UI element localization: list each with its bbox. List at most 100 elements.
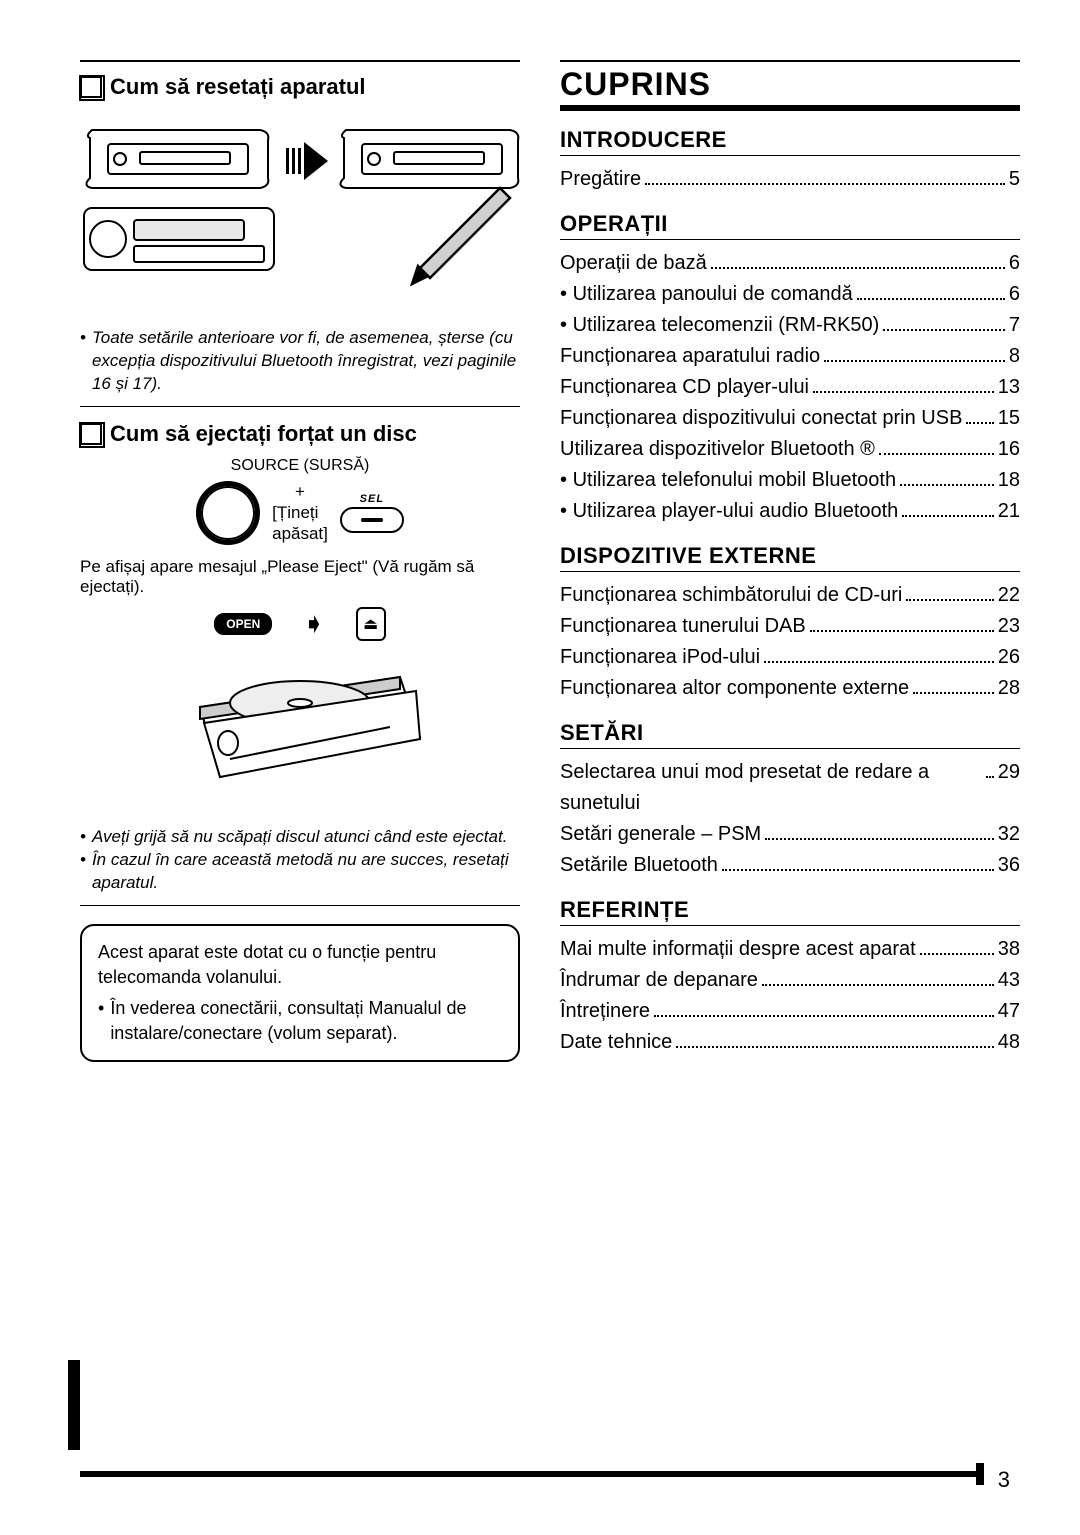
toc-entry-page: 6 <box>1009 279 1020 310</box>
toc-entry-label: Date tehnice <box>560 1027 672 1058</box>
toc-dots <box>986 776 994 778</box>
toc-entry-page: 8 <box>1009 341 1020 372</box>
toc-entry-page: 7 <box>1009 310 1020 341</box>
toc-entry: Operații de bază6 <box>560 248 1020 279</box>
toc-entry: Setările Bluetooth36 <box>560 850 1020 881</box>
book-icon <box>80 76 102 98</box>
toc-dots <box>762 984 994 986</box>
toc-entry-page: 22 <box>998 580 1020 611</box>
toc-entry-label: Îndrumar de depanare <box>560 965 758 996</box>
toc-entry: Utilizarea player-ului audio Bluetooth21 <box>560 496 1020 527</box>
toc-entry-label: Funcționarea tunerului DAB <box>560 611 806 642</box>
toc-entry: Funcționarea altor componente externe28 <box>560 673 1020 704</box>
rule-top-left <box>80 60 520 62</box>
toc-dots <box>902 515 993 517</box>
toc-dots <box>765 838 994 840</box>
toc-dots <box>654 1015 994 1017</box>
infobox-bullet: În vederea conectării, consultați Manual… <box>110 996 502 1046</box>
thumb-tab <box>68 1360 80 1450</box>
source-label: SOURCE (SURSĂ) <box>80 457 520 475</box>
infobox-lead: Acest aparat este dotat cu o funcție pen… <box>98 940 502 990</box>
toc-dots <box>879 453 994 455</box>
left-column: Cum să resetați aparatul <box>80 60 520 1062</box>
heading-eject-text: Cum să ejectați forțat un disc <box>110 421 417 447</box>
toc-entry-label: Utilizarea telefonului mobil Bluetooth <box>560 465 896 496</box>
toc-dots <box>722 869 994 871</box>
toc-body: INTRODUCEREPregătire5OPERAȚIIOperații de… <box>560 127 1020 1058</box>
rule-mid-1 <box>80 406 520 407</box>
toc-dots <box>966 422 993 424</box>
toc-entry-page: 5 <box>1009 164 1020 195</box>
toc-dots <box>764 661 994 663</box>
toc-entry-page: 32 <box>998 819 1020 850</box>
toc-entry-label: Funcționarea iPod-ului <box>560 642 760 673</box>
heading-eject: Cum să ejectați forțat un disc <box>80 421 520 447</box>
toc-entry-page: 26 <box>998 642 1020 673</box>
toc-section-heading: OPERAȚII <box>560 211 1020 240</box>
reset-note-text: Toate setările anterioare vor fi, de ase… <box>92 327 520 396</box>
eject-message: Pe afișaj apare mesajul „Please Eject" (… <box>80 557 520 597</box>
toc-entry-label: Utilizarea telecomenzii (RM-RK50) <box>560 310 879 341</box>
toc-entry: Funcționarea dispozitivului conectat pri… <box>560 403 1020 434</box>
eject-button-icon: ⏏ <box>356 607 386 641</box>
toc-entry-page: 48 <box>998 1027 1020 1058</box>
steering-wheel-infobox: Acest aparat este dotat cu o funcție pen… <box>80 924 520 1063</box>
eject-notes: Aveți grijă să nu scăpați discul atunci … <box>80 826 520 895</box>
toc-entry-label: Funcționarea dispozitivului conectat pri… <box>560 403 962 434</box>
toc-entry: Utilizarea panoului de comandă 6 <box>560 279 1020 310</box>
hold-line1: [Țineți <box>272 502 328 523</box>
sel-button-icon <box>340 507 404 533</box>
toc-section-heading: SETĂRI <box>560 720 1020 749</box>
hold-line2: apăsat] <box>272 523 328 544</box>
toc-dots <box>920 953 994 955</box>
toc-title: CUPRINS <box>560 60 1020 111</box>
toc-entry-label: Selectarea unui mod presetat de redare a… <box>560 757 982 819</box>
toc-dots <box>913 692 994 694</box>
toc-entry-label: Întreținere <box>560 996 650 1027</box>
toc-entry: Îndrumar de depanare43 <box>560 965 1020 996</box>
toc-entry: Întreținere 47 <box>560 996 1020 1027</box>
toc-entry-label: Operații de bază <box>560 248 707 279</box>
toc-entry-label: Utilizarea dispozitivelor Bluetooth ® <box>560 434 875 465</box>
rule-mid-2 <box>80 905 520 906</box>
dial-icon <box>196 481 260 545</box>
toc-entry-page: 47 <box>998 996 1020 1027</box>
toc-entry: Funcționarea schimbătorului de CD-uri22 <box>560 580 1020 611</box>
eject-note-1: Aveți grijă să nu scăpați discul atunci … <box>92 826 507 849</box>
open-button-icon: OPEN <box>214 613 272 635</box>
arrow-icon: ➧ <box>302 607 325 640</box>
eject-illustration <box>80 647 520 807</box>
toc-entry: Selectarea unui mod presetat de redare a… <box>560 757 1020 819</box>
toc-entry-label: Funcționarea aparatului radio <box>560 341 820 372</box>
eject-note-2: În cazul în care această metodă nu are s… <box>92 849 520 895</box>
toc-dots <box>676 1046 993 1048</box>
toc-entry-label: Funcționarea CD player-ului <box>560 372 809 403</box>
toc-entry-label: Pregătire <box>560 164 641 195</box>
toc-entry: Utilizarea dispozitivelor Bluetooth ® 16 <box>560 434 1020 465</box>
toc-entry-page: 18 <box>998 465 1020 496</box>
toc-entry: Setări generale – PSM32 <box>560 819 1020 850</box>
reset-illustration <box>80 118 520 308</box>
toc-dots <box>813 391 994 393</box>
toc-entry-page: 38 <box>998 934 1020 965</box>
toc-entry-page: 29 <box>998 757 1020 788</box>
toc-section-heading: REFERINȚE <box>560 897 1020 926</box>
toc-entry-label: Utilizarea player-ului audio Bluetooth <box>560 496 898 527</box>
toc-entry-page: 16 <box>998 434 1020 465</box>
toc-entry-label: Utilizarea panoului de comandă <box>560 279 853 310</box>
toc-entry: Funcționarea iPod-ului 26 <box>560 642 1020 673</box>
page-number: 3 <box>998 1467 1010 1493</box>
toc-dots <box>824 360 1005 362</box>
toc-entry-label: Mai multe informații despre acest aparat <box>560 934 916 965</box>
toc-entry: Utilizarea telefonului mobil Bluetooth 18 <box>560 465 1020 496</box>
sel-label: SEL <box>360 493 384 505</box>
heading-reset-text: Cum să resetați aparatul <box>110 74 366 100</box>
toc-dots <box>711 267 1005 269</box>
toc-dots <box>883 329 1005 331</box>
heading-reset: Cum să resetați aparatul <box>80 74 520 100</box>
toc-dots <box>857 298 1005 300</box>
toc-dots <box>906 599 993 601</box>
toc-entry-page: 13 <box>998 372 1020 403</box>
hold-label: + [Țineți apăsat] <box>272 481 328 545</box>
toc-entry: Funcționarea tunerului DAB23 <box>560 611 1020 642</box>
